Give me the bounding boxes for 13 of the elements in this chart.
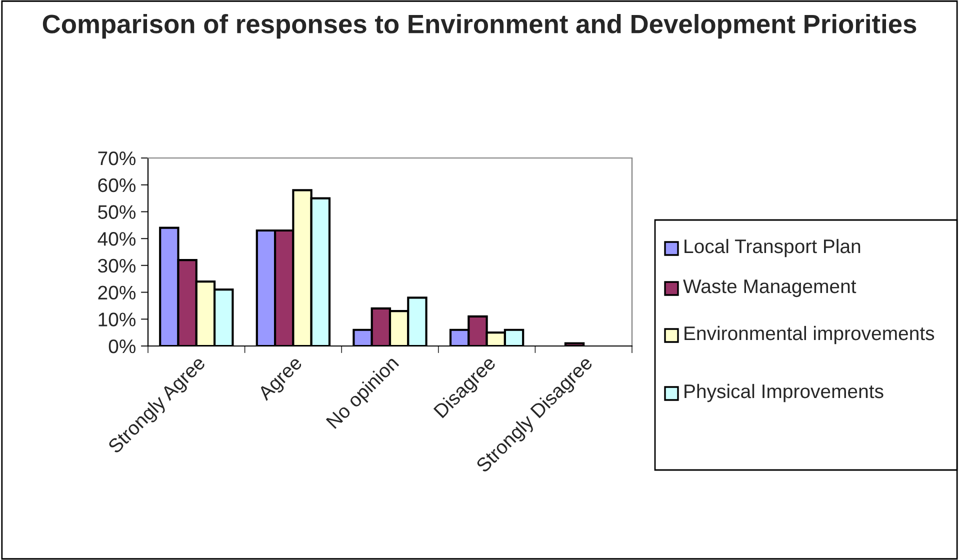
y-tick-label: 60% — [98, 178, 136, 192]
y-tick-label: 50% — [98, 205, 136, 219]
y-tick-label: 30% — [98, 258, 136, 273]
y-tick-label: 10% — [98, 312, 136, 326]
legend-label: Environmental improvements — [684, 326, 934, 344]
y-tick-label: 0% — [108, 339, 136, 354]
chart-title: Comparison of responses to Environment and Development Priorities — [42, 14, 916, 39]
legend-label: Waste Management — [683, 280, 856, 298]
legend-label: Local Transport Plan — [684, 238, 860, 258]
y-tick-label: 70% — [98, 151, 136, 166]
y-tick-label: 40% — [98, 232, 136, 246]
y-tick-label: 20% — [98, 286, 136, 300]
legend-label: Physical Improvements — [684, 384, 884, 402]
